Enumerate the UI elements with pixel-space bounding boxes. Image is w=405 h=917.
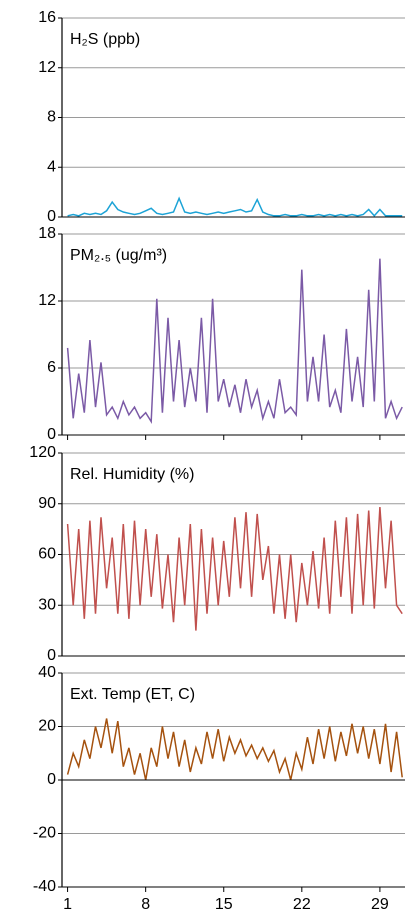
y-tick-label: 16 [38, 9, 56, 26]
panel-title: PM₂.₅ (ug/m³) [70, 247, 167, 264]
y-tick-label: 0 [47, 647, 56, 664]
panel-title: Ext. Temp (ET, C) [70, 686, 195, 703]
data-line [66, 258, 403, 425]
data-line [66, 718, 403, 781]
x-tick-label: 22 [293, 896, 311, 913]
y-tick-label: 0 [47, 426, 56, 443]
y-tick-label: 4 [47, 158, 56, 175]
y-tick-label: 20 [38, 718, 56, 735]
data-line [66, 507, 403, 631]
y-tick-label: 12 [38, 59, 56, 76]
x-tick-label: 29 [371, 896, 389, 913]
y-tick-label: 40 [38, 664, 56, 681]
x-tick-label: 8 [141, 896, 150, 913]
panel-background [0, 663, 405, 887]
panel-background [0, 8, 405, 217]
y-tick-label: 0 [47, 771, 56, 788]
y-tick-label: 60 [38, 546, 56, 563]
x-tick-label: 15 [215, 896, 233, 913]
data-line [67, 196, 403, 217]
y-tick-label: 120 [29, 444, 56, 461]
panel-title: H₂S (ppb) [70, 31, 140, 48]
x-tick-label: 1 [63, 896, 72, 913]
y-tick-label: 30 [38, 596, 56, 613]
y-tick-label: 0 [47, 208, 56, 225]
y-tick-label: -20 [33, 825, 56, 842]
y-tick-label: 12 [38, 292, 56, 309]
y-tick-label: -40 [33, 878, 56, 895]
y-tick-label: 90 [38, 495, 56, 512]
y-tick-label: 8 [47, 109, 56, 126]
y-tick-label: 6 [47, 359, 56, 376]
y-tick-label: 18 [38, 225, 56, 242]
panel-title: Rel. Humidity (%) [70, 466, 194, 483]
